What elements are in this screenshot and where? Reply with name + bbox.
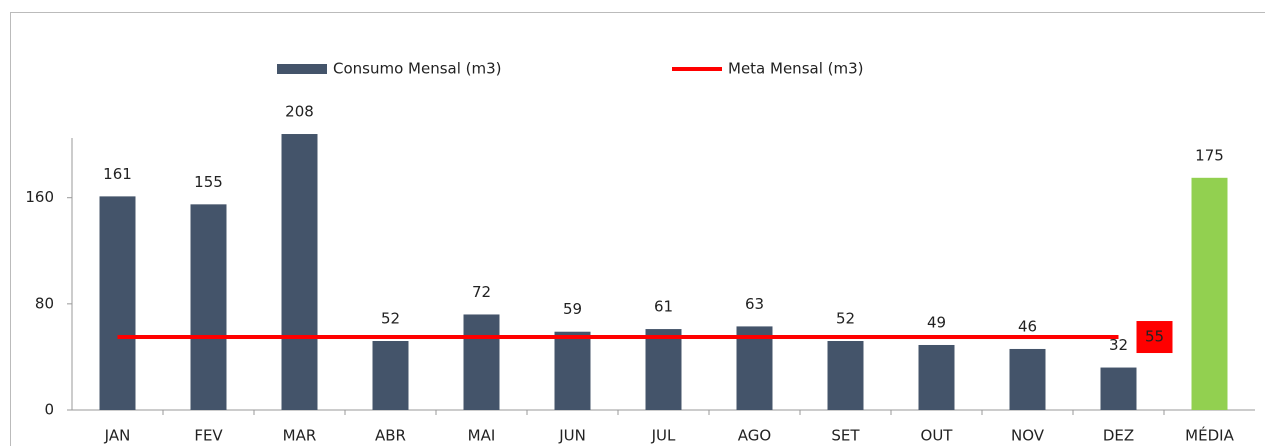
bar [554, 331, 591, 410]
bar [463, 314, 500, 410]
line-label: 55 [1145, 328, 1164, 346]
data-label: 49 [927, 313, 946, 331]
legend-key [277, 64, 327, 74]
data-label: 52 [836, 310, 855, 328]
x-tick-label: SET [831, 427, 860, 445]
x-tick-label: MÉDIA [1185, 426, 1234, 445]
bar [372, 341, 409, 410]
x-tick-label: ABR [375, 427, 406, 445]
bar [827, 341, 864, 410]
x-tick-label: MAI [468, 427, 496, 445]
data-label: 61 [654, 298, 673, 316]
bar [281, 134, 318, 410]
x-tick-label: JUL [651, 427, 676, 445]
data-label: 63 [745, 295, 764, 313]
data-label: 59 [563, 300, 582, 318]
x-tick-label: AGO [738, 427, 771, 445]
data-label: 52 [381, 310, 400, 328]
legend-label: Meta Mensal (m3) [728, 60, 864, 78]
bar [190, 204, 227, 410]
x-tick-label: MAR [283, 427, 317, 445]
x-tick-label: DEZ [1103, 427, 1134, 445]
data-label: 72 [472, 283, 491, 301]
data-label: 32 [1109, 336, 1128, 354]
x-tick-label: OUT [921, 427, 954, 445]
bar [1009, 348, 1046, 410]
data-label: 46 [1018, 317, 1037, 335]
data-label: 175 [1195, 146, 1224, 164]
bar [918, 344, 955, 410]
data-label: 161 [103, 165, 132, 183]
legend-label: Consumo Mensal (m3) [333, 60, 502, 78]
bar [645, 329, 682, 410]
y-tick-label: 160 [25, 188, 54, 206]
chart-frame [10, 12, 1265, 446]
bar [1191, 177, 1228, 410]
bar [736, 326, 773, 410]
bar [1100, 367, 1137, 410]
x-tick-label: NOV [1011, 427, 1045, 445]
line-label-box [1136, 321, 1173, 354]
y-tick-label: 80 [35, 294, 54, 312]
bar [99, 196, 136, 410]
data-label: 155 [194, 173, 223, 191]
x-tick-label: FEV [194, 427, 223, 445]
x-tick-label: JAN [104, 427, 131, 445]
y-tick-label: 0 [44, 401, 54, 419]
x-tick-label: JUN [558, 427, 586, 445]
data-label: 208 [285, 103, 314, 121]
